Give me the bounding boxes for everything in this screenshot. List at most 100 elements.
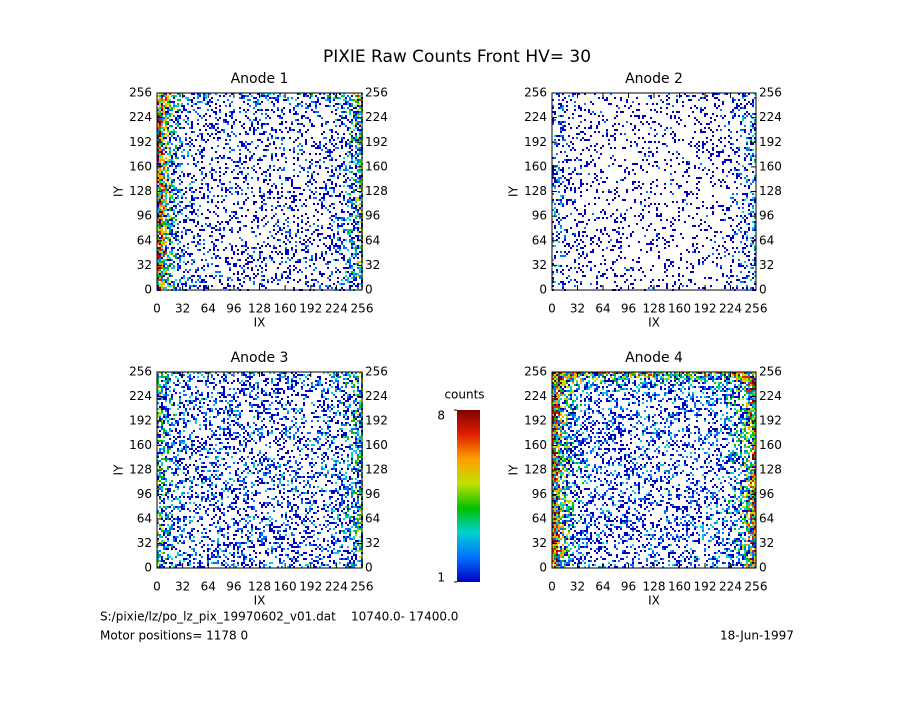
x-tick-label: 128 [248, 580, 271, 594]
y2-tick-label: 32 [759, 258, 774, 272]
y2-tick-label: 224 [365, 389, 388, 403]
x-tick-label: 160 [668, 302, 691, 316]
y2-tick-label: 192 [759, 414, 782, 428]
y-tick-label: 64 [532, 233, 547, 247]
y-axis-label: IY [507, 464, 521, 476]
x-tick-label: 64 [201, 302, 216, 316]
x-axis-label: IX [648, 316, 660, 330]
y-tick-label: 0 [539, 283, 547, 297]
page-title: PIXIE Raw Counts Front HV= 30 [323, 47, 591, 67]
x-tick-label: 192 [299, 580, 322, 594]
y-tick-label: 224 [524, 110, 547, 124]
x-tick-label: 256 [351, 580, 374, 594]
y2-tick-label: 64 [365, 512, 380, 526]
y-tick-label: 0 [144, 283, 152, 297]
y-tick-label: 0 [144, 561, 152, 575]
x-tick-label: 96 [226, 302, 241, 316]
x-tick-label: 160 [668, 580, 691, 594]
x-tick-label: 224 [325, 302, 348, 316]
x-tick-label: 96 [226, 580, 241, 594]
x-tick-label: 0 [548, 580, 556, 594]
y-tick-label: 192 [129, 414, 152, 428]
y2-tick-label: 160 [365, 438, 388, 452]
panel-title: Anode 3 [231, 350, 289, 366]
x-tick-label: 96 [621, 302, 636, 316]
count-texture [552, 372, 756, 568]
y2-tick-label: 160 [759, 438, 782, 452]
y-tick-label: 64 [532, 512, 547, 526]
y2-tick-label: 96 [759, 209, 774, 223]
x-tick-label: 64 [595, 580, 610, 594]
panel-title: Anode 4 [625, 350, 683, 366]
x-tick-label: 64 [595, 302, 610, 316]
y2-tick-label: 96 [365, 209, 380, 223]
y-axis-label: IY [507, 185, 521, 197]
y-tick-label: 96 [532, 209, 547, 223]
y2-tick-label: 128 [365, 463, 388, 477]
y2-tick-label: 224 [759, 389, 782, 403]
y-tick-label: 64 [137, 512, 152, 526]
x-tick-label: 128 [643, 580, 666, 594]
y-tick-label: 192 [129, 135, 152, 149]
y-tick-label: 128 [524, 463, 547, 477]
y2-tick-label: 64 [759, 233, 774, 247]
colorbar-tick-label: 1 [437, 571, 445, 585]
count-texture [552, 93, 756, 291]
x-tick-label: 0 [548, 302, 556, 316]
x-axis-label: IX [254, 594, 266, 608]
y2-tick-label: 0 [365, 283, 373, 297]
x-tick-label: 32 [570, 580, 585, 594]
x-tick-label: 192 [299, 302, 322, 316]
y2-tick-label: 64 [365, 233, 380, 247]
y-tick-label: 160 [129, 438, 152, 452]
x-tick-label: 32 [175, 302, 190, 316]
y-axis-label: IY [112, 464, 126, 476]
y2-tick-label: 32 [365, 258, 380, 272]
y2-tick-label: 256 [365, 365, 388, 379]
x-tick-label: 256 [745, 302, 768, 316]
x-axis-label: IX [648, 594, 660, 608]
y2-tick-label: 256 [759, 365, 782, 379]
y-tick-label: 128 [129, 463, 152, 477]
count-texture [157, 372, 363, 568]
y2-tick-label: 64 [759, 512, 774, 526]
x-tick-label: 32 [175, 580, 190, 594]
colorbar-label: counts [444, 388, 484, 402]
y2-tick-label: 192 [365, 414, 388, 428]
count-texture [552, 372, 756, 568]
x-tick-label: 160 [274, 580, 297, 594]
y2-tick-label: 128 [759, 184, 782, 198]
x-tick-label: 224 [719, 302, 742, 316]
y2-tick-label: 32 [759, 536, 774, 550]
x-tick-label: 256 [745, 580, 768, 594]
y2-tick-label: 0 [759, 561, 767, 575]
y2-tick-label: 96 [759, 487, 774, 501]
count-texture [157, 372, 363, 568]
y-tick-label: 192 [524, 135, 547, 149]
y2-tick-label: 0 [759, 283, 767, 297]
colorbar [457, 410, 480, 582]
y-tick-label: 32 [137, 258, 152, 272]
y2-tick-label: 256 [365, 86, 388, 100]
y2-tick-label: 256 [759, 86, 782, 100]
x-tick-label: 0 [153, 302, 161, 316]
y-tick-label: 32 [137, 536, 152, 550]
y2-tick-label: 128 [759, 463, 782, 477]
y-tick-label: 224 [129, 389, 152, 403]
file-info: S:/pixie/lz/po_lz_pix_19970602_v01.dat 1… [100, 610, 458, 624]
x-tick-label: 128 [248, 302, 271, 316]
y2-tick-label: 224 [759, 110, 782, 124]
y2-tick-label: 32 [365, 536, 380, 550]
y2-tick-label: 128 [365, 184, 388, 198]
y-tick-label: 256 [524, 86, 547, 100]
y-tick-label: 192 [524, 414, 547, 428]
y2-tick-label: 0 [365, 561, 373, 575]
y2-tick-label: 224 [365, 110, 388, 124]
y-tick-label: 0 [539, 561, 547, 575]
y2-tick-label: 192 [759, 135, 782, 149]
y-tick-label: 128 [524, 184, 547, 198]
x-tick-label: 128 [643, 302, 666, 316]
